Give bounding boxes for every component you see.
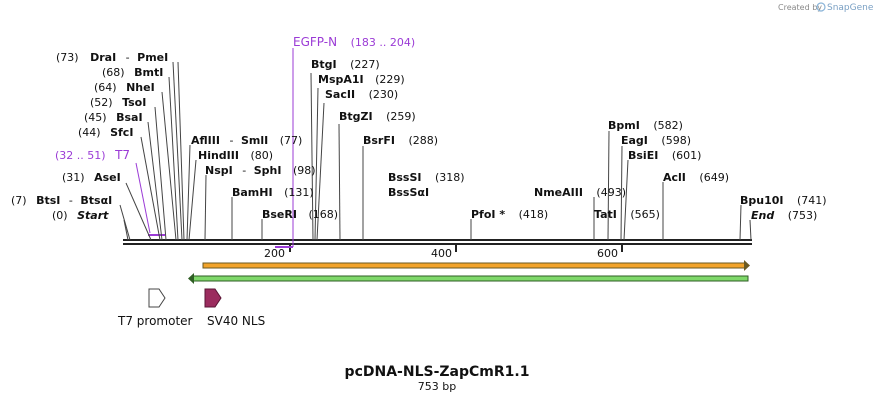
site-acli[interactable]: AclI (649) <box>663 171 729 184</box>
site-aflIII-smli[interactable]: AflIII - SmlI (77) <box>191 134 302 147</box>
site-pfoi[interactable]: PfoI * (418) <box>471 208 548 221</box>
site-bpu10i[interactable]: Bpu10I (741) <box>740 194 827 207</box>
site-t7-primer[interactable]: (32 .. 51) T7 <box>55 148 130 162</box>
site-sacii[interactable]: SacII (230) <box>325 88 398 101</box>
site-btgzi[interactable]: BtgZI (259) <box>339 110 416 123</box>
site-bsssi[interactable]: BssSI (318) <box>388 171 465 184</box>
tick-label-600: 600 <box>597 247 618 260</box>
sv40-nls-label: SV40 NLS <box>207 314 265 328</box>
map-title: pcDNA-NLS-ZapCmR1.1 <box>345 364 530 380</box>
site-nspi-sphi[interactable]: NspI - SphI (98) <box>205 164 316 177</box>
site-end[interactable]: End (753) <box>751 209 817 222</box>
site-bsrfi[interactable]: BsrFI (288) <box>363 134 438 147</box>
snapgene-logo-icon <box>816 2 826 12</box>
green-feature[interactable] <box>188 273 749 284</box>
orange-feature[interactable] <box>202 260 750 271</box>
site-nmeaiii[interactable]: NmeAIII (493) <box>534 186 626 199</box>
scale-ticks <box>289 244 623 252</box>
primer-egfp-n[interactable] <box>275 48 294 248</box>
tick-label-200: 200 <box>264 247 285 260</box>
site-btgi[interactable]: BtgI (227) <box>311 58 380 71</box>
site-bseri[interactable]: BseRI (168) <box>262 208 338 221</box>
site-btsi-btsai[interactable]: (7) BtsI - BtsαI <box>11 194 112 207</box>
site-nhei[interactable]: (64) NheI <box>94 81 155 94</box>
sv40-nls-feature[interactable] <box>204 288 222 308</box>
site-mspa1i[interactable]: MspA1I (229) <box>318 73 405 86</box>
site-asei[interactable]: (31) AseI <box>62 171 121 184</box>
snapgene-brand: SnapGene <box>827 3 874 13</box>
map-length: 753 bp <box>418 380 456 393</box>
site-sfci[interactable]: (44) SfcI <box>78 126 133 139</box>
site-bpmi[interactable]: BpmI (582) <box>608 119 683 132</box>
credit-text: Created by <box>778 3 822 12</box>
tick-label-400: 400 <box>431 247 452 260</box>
site-drai-pmei[interactable]: (73) DraI - PmeI <box>56 51 168 64</box>
site-egfp-n-primer[interactable]: EGFP-N (183 .. 204) <box>293 35 415 49</box>
site-tsoi[interactable]: (52) TsoI <box>90 96 146 109</box>
site-bsai[interactable]: (45) BsaI <box>84 111 143 124</box>
site-bsssai[interactable]: BssSαI <box>388 186 429 199</box>
site-start[interactable]: (0) Start <box>52 209 109 222</box>
site-eagi[interactable]: EagI (598) <box>621 134 691 147</box>
site-bamhi[interactable]: BamHI (131) <box>232 186 314 199</box>
primer-t7[interactable] <box>135 162 165 236</box>
site-hindIII[interactable]: HindIII (80) <box>198 149 273 162</box>
backbone <box>123 239 752 245</box>
t7-promoter-label: T7 promoter <box>117 314 193 328</box>
site-bsiei[interactable]: BsiEI (601) <box>628 149 701 162</box>
site-tati[interactable]: TatI (565) <box>594 208 660 221</box>
t7-promoter-feature[interactable] <box>148 288 166 308</box>
site-lines <box>119 61 752 241</box>
site-bmti[interactable]: (68) BmtI <box>102 66 163 79</box>
